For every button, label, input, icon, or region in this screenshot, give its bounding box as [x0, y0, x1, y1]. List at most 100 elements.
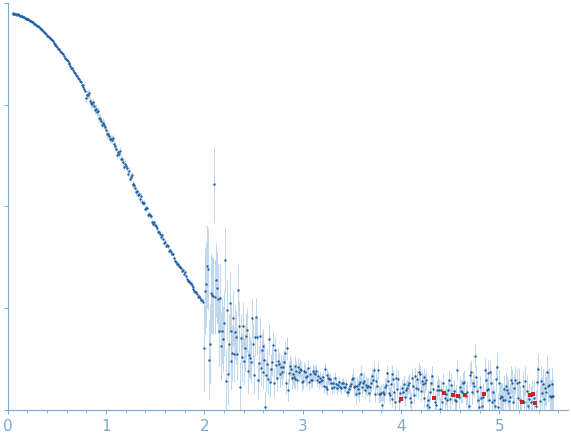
Point	[185, 279, 194, 286]
Point	[506, 377, 516, 384]
Point	[268, 358, 277, 365]
Point	[85, 90, 94, 97]
Point	[82, 94, 91, 101]
Point	[404, 380, 413, 387]
Point	[59, 52, 69, 59]
Point	[400, 394, 409, 401]
Point	[261, 404, 270, 411]
Point	[290, 375, 299, 382]
Point	[335, 378, 344, 385]
Point	[211, 277, 220, 284]
Point	[34, 24, 43, 31]
Point	[536, 398, 545, 405]
Point	[203, 263, 212, 270]
Point	[80, 86, 89, 93]
Point	[500, 385, 509, 392]
Point	[25, 17, 34, 24]
Point	[444, 377, 453, 384]
Point	[323, 372, 332, 379]
Point	[268, 342, 278, 349]
Point	[225, 299, 234, 306]
Point	[187, 281, 196, 288]
Point	[163, 243, 172, 250]
Point	[146, 212, 155, 219]
Point	[234, 287, 243, 294]
Point	[118, 159, 127, 166]
Point	[196, 294, 205, 301]
Point	[155, 229, 164, 236]
Point	[178, 267, 187, 274]
Point	[347, 375, 356, 382]
Point	[375, 391, 384, 398]
Point	[431, 399, 440, 406]
Point	[423, 401, 432, 408]
Point	[267, 365, 276, 372]
Point	[424, 396, 433, 403]
Point	[309, 370, 319, 377]
Point	[508, 399, 517, 406]
Point	[471, 353, 480, 360]
Point	[222, 306, 231, 313]
Point	[177, 267, 186, 274]
Point	[477, 402, 486, 409]
Point	[351, 391, 360, 398]
Point	[486, 368, 495, 375]
Point	[30, 21, 39, 28]
Point	[272, 374, 282, 381]
Point	[248, 340, 258, 347]
Point	[193, 290, 202, 297]
Point	[198, 297, 207, 304]
Point	[526, 391, 535, 398]
Point	[42, 32, 51, 39]
Point	[71, 71, 81, 78]
Point	[133, 187, 142, 194]
Point	[279, 358, 288, 365]
Point	[500, 396, 509, 403]
Point	[356, 378, 365, 385]
Point	[30, 20, 39, 27]
Point	[265, 336, 274, 343]
Point	[464, 410, 473, 417]
Point	[204, 356, 214, 363]
Point	[297, 379, 307, 386]
Point	[460, 378, 469, 385]
Point	[494, 379, 504, 386]
Point	[280, 349, 289, 356]
Point	[49, 39, 58, 46]
Point	[308, 368, 317, 375]
Point	[94, 108, 103, 115]
Point	[493, 363, 502, 370]
Point	[252, 333, 262, 340]
Point	[389, 375, 398, 382]
Point	[106, 135, 115, 142]
Point	[102, 126, 111, 133]
Point	[361, 387, 370, 394]
Point	[468, 380, 477, 387]
Point	[522, 409, 531, 416]
Point	[396, 390, 405, 397]
Point	[55, 46, 64, 53]
Point	[91, 106, 100, 113]
Point	[158, 235, 167, 242]
Point	[235, 323, 244, 330]
Point	[538, 381, 548, 388]
Point	[136, 195, 145, 202]
Point	[110, 142, 119, 149]
Point	[519, 383, 528, 390]
Point	[524, 403, 533, 410]
Point	[317, 377, 326, 384]
Point	[148, 218, 157, 225]
Point	[259, 369, 268, 376]
Point	[541, 388, 550, 395]
Point	[19, 14, 29, 21]
Point	[135, 191, 144, 198]
Point	[140, 205, 150, 212]
Point	[388, 371, 397, 378]
Point	[390, 388, 399, 395]
Point	[189, 286, 198, 293]
Point	[514, 379, 523, 386]
Point	[410, 373, 419, 380]
Point	[331, 375, 340, 382]
Point	[442, 396, 451, 403]
Point	[365, 390, 374, 397]
